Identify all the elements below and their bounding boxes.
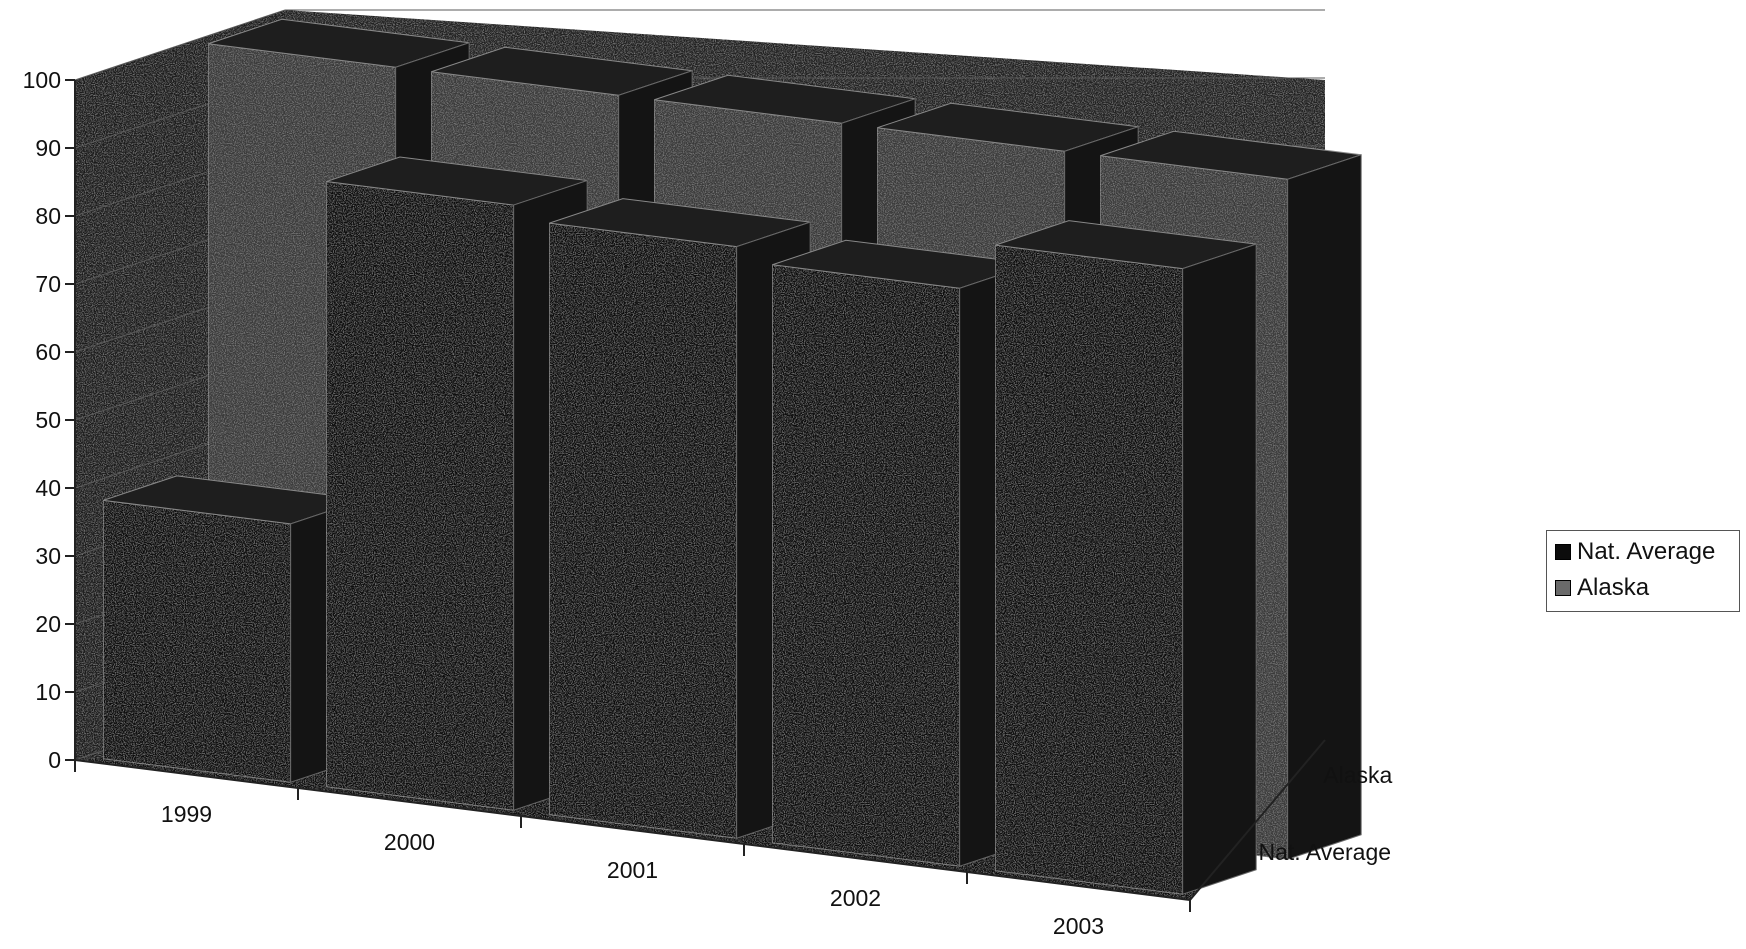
depth-axis-line xyxy=(1189,739,1326,901)
bars-group xyxy=(102,18,1362,895)
x-tick-label: 2001 xyxy=(607,857,658,883)
y-tick-label: 50 xyxy=(35,407,61,433)
legend-item-alaska: Alaska xyxy=(1555,573,1649,603)
y-tick-label: 90 xyxy=(35,135,61,161)
legend-swatch xyxy=(1555,544,1571,560)
x-tick-label: 2002 xyxy=(830,885,881,911)
x-tick-label: 1999 xyxy=(161,801,212,827)
y-tick-label: 80 xyxy=(35,203,61,229)
legend-swatch xyxy=(1555,580,1571,596)
y-tick-label: 20 xyxy=(35,611,61,637)
bar-front-face xyxy=(771,264,961,867)
depth-tick-label: Alaska xyxy=(1323,762,1392,788)
bar-front-face xyxy=(994,244,1184,895)
x-tick-label: 2003 xyxy=(1053,913,1104,939)
y-tick-label: 100 xyxy=(23,67,61,93)
depth-tick-label: Nat. Average xyxy=(1259,839,1392,865)
y-tick-label: 70 xyxy=(35,271,61,297)
bar-front-face xyxy=(548,222,738,839)
legend: Nat. Average Alaska xyxy=(1546,530,1740,612)
x-axis-line xyxy=(74,759,1191,901)
bar-front-face xyxy=(102,499,292,783)
gridline xyxy=(74,9,286,81)
legend-item-nat-average: Nat. Average xyxy=(1555,537,1715,567)
legend-label: Nat. Average xyxy=(1577,538,1716,565)
y-tick-label: 0 xyxy=(48,747,61,773)
legend-label: Alaska xyxy=(1577,574,1650,601)
y-tick-label: 10 xyxy=(35,679,61,705)
y-tick-label: 30 xyxy=(35,543,61,569)
y-tick-label: 40 xyxy=(35,475,61,501)
bar-side-face xyxy=(1182,243,1257,895)
bar-side-face xyxy=(1287,154,1362,860)
bar-front-face xyxy=(325,180,515,811)
y-tick-label: 60 xyxy=(35,339,61,365)
x-tick-label: 2000 xyxy=(384,829,435,855)
y-axis-ticks: 0 10 20 30 40 50 60 70 80 90 100 xyxy=(23,67,75,773)
x-axis-ticks: 1999 2000 2001 2002 2003 xyxy=(74,760,1191,939)
depth-axis-ticks: Alaska Nat. Average xyxy=(1259,762,1393,865)
